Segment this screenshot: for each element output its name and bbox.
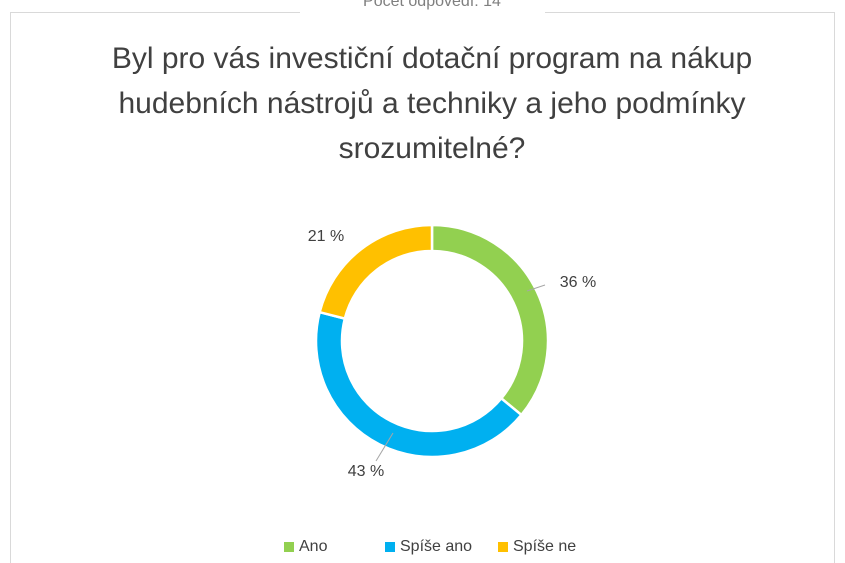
chart-border — [10, 12, 835, 563]
leader-line — [526, 284, 546, 292]
legend-label: Spíše ne — [513, 538, 576, 555]
legend-swatch — [385, 542, 395, 552]
donut-slice — [318, 223, 434, 321]
data-label: 43 % — [348, 463, 384, 480]
legend-label: Spíše ano — [400, 538, 472, 555]
subtitle-background — [300, 0, 545, 14]
chart-title: Byl pro vás investiční dotační program n… — [111, 42, 753, 165]
legend-label: Ano — [299, 538, 328, 555]
leader-line — [375, 432, 394, 462]
legend-swatch — [498, 542, 508, 552]
legend-swatch — [284, 542, 294, 552]
data-label: 21 % — [308, 228, 344, 245]
data-label: 36 % — [560, 274, 596, 291]
chart-subtitle: Počet odpovědí: 14 — [363, 0, 501, 10]
